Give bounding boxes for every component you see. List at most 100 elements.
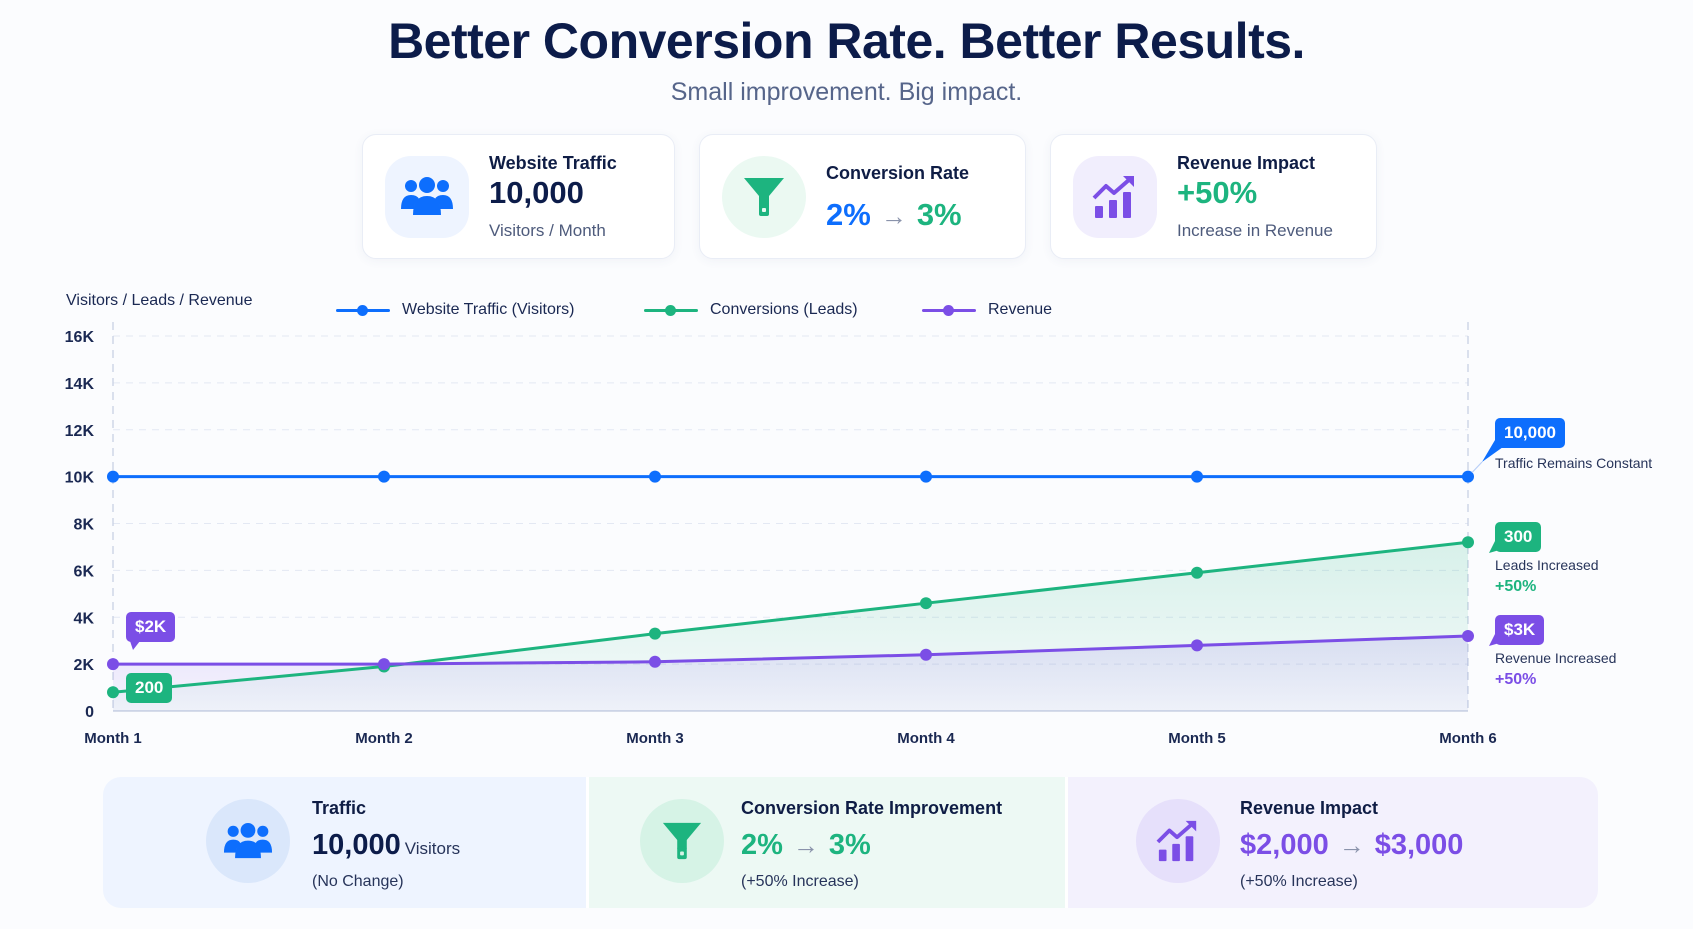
annotation-end-revenue-pct: +50%	[1495, 671, 1537, 688]
funnel-icon	[662, 822, 702, 860]
annotation-leader-traffic	[1471, 461, 1483, 474]
line-chart: 0 2K 4K 6K 8K 10K 12K 14K 16K Month 1 Month 2 Month…	[65, 322, 1503, 747]
data-point-traffic	[649, 470, 661, 483]
kpi-card-conversion-rate: Conversion Rate 2% → 3%	[699, 134, 1026, 259]
summary-divider	[1065, 777, 1068, 908]
legend-line-marker-icon	[922, 303, 976, 317]
growth-chart-icon	[1092, 176, 1134, 218]
legend-item-traffic[interactable]: Website Traffic (Visitors)	[336, 299, 575, 321]
traffic-unit: Visitors	[404, 839, 461, 858]
funnel-icon-box	[722, 156, 806, 238]
kpi-label: Website Traffic	[489, 153, 617, 173]
legend-line-marker-icon	[644, 303, 698, 317]
summary-sub: (No Change)	[312, 873, 404, 890]
y-tick-label: 14K	[65, 376, 95, 393]
summary-sub: (+50% Increase)	[1240, 873, 1358, 890]
series-area-revenue	[113, 636, 1468, 711]
x-tick-label: Month 3	[626, 730, 684, 747]
summary-sub: (+50% Increase)	[741, 873, 859, 890]
data-point-revenue	[107, 658, 119, 671]
annotation-end-revenue: $3K	[1495, 615, 1545, 645]
arrow-right-icon: →	[880, 201, 907, 231]
y-tick-label: 16K	[65, 329, 95, 346]
annotation-end-revenue-text: Revenue Increased	[1495, 650, 1617, 666]
annotation-end-traffic-text: Traffic Remains Constant	[1495, 455, 1653, 471]
summary-label: Conversion Rate Improvement	[741, 798, 1003, 818]
data-point-leads	[1191, 566, 1203, 579]
rate-before: 2%	[741, 829, 783, 861]
summary-value: 10,000 Visitors	[312, 829, 460, 862]
annotation-start-revenue: $2K	[126, 612, 176, 642]
kpi-sub: Visitors / Month	[489, 221, 606, 240]
funnel-icon-circle	[640, 799, 724, 883]
summary-divider	[586, 777, 589, 908]
summary-value: $2,000 → $3,000	[1240, 829, 1463, 862]
users-icon-circle	[206, 799, 290, 883]
summary-traffic: Traffic 10,000 Visitors (No Change)	[103, 777, 586, 908]
rate-after: 3%	[916, 197, 962, 232]
kpi-label: Revenue Impact	[1177, 153, 1316, 173]
data-point-revenue	[920, 648, 932, 661]
data-point-revenue	[1462, 630, 1474, 642]
legend-item-leads[interactable]: Conversions (Leads)	[644, 299, 858, 321]
page-title: Better Conversion Rate. Better Results.	[388, 13, 1305, 69]
growth-chart-icon-box	[1073, 156, 1157, 238]
revenue-before: $2,000	[1240, 829, 1329, 861]
kpi-sub: Increase in Revenue	[1177, 221, 1333, 240]
y-tick-label: 12K	[65, 423, 95, 440]
kpi-label: Conversion Rate	[826, 163, 970, 183]
kpi-value: 10,000	[489, 175, 584, 210]
legend-label: Revenue	[988, 301, 1053, 318]
page-subtitle: Small improvement. Big impact.	[670, 78, 1023, 106]
legend-label: Website Traffic (Visitors)	[402, 301, 575, 318]
summary-strip: Traffic 10,000 Visitors (No Change) Conve…	[103, 777, 1598, 908]
summary-revenue: Revenue Impact $2,000 → $3,000 (+50% Incre…	[1068, 777, 1598, 908]
y-tick-label: 4K	[74, 610, 95, 627]
annotation-end-leads-pct: +50%	[1495, 578, 1537, 595]
arrow-right-icon: →	[792, 830, 819, 860]
kpi-value: +50%	[1177, 175, 1258, 210]
x-tick-label: Month 1	[84, 730, 142, 747]
growth-chart-icon-circle	[1136, 799, 1220, 883]
annotation-end-leads: 300	[1495, 522, 1542, 552]
arrow-right-icon: →	[1338, 830, 1365, 860]
kpi-card-website-traffic: Website Traffic 10,000 Visitors / Month	[362, 134, 675, 259]
traffic-value: 10,000	[312, 829, 401, 861]
annotation-tail-start-revenue	[130, 641, 140, 650]
funnel-icon	[744, 178, 784, 216]
x-tick-label: Month 5	[1168, 730, 1226, 747]
annotation-end-traffic: 10,000	[1495, 418, 1565, 448]
y-tick-label: 10K	[65, 470, 95, 487]
data-point-traffic	[920, 470, 932, 483]
data-point-revenue	[378, 658, 390, 671]
data-point-leads	[1462, 536, 1474, 549]
summary-value: 2% → 3%	[741, 829, 871, 862]
users-icon	[401, 177, 453, 215]
revenue-after: $3,000	[1374, 829, 1464, 861]
x-tick-label: Month 4	[897, 730, 955, 747]
y-tick-label: 0	[85, 704, 94, 721]
legend-line-marker-icon	[336, 303, 390, 317]
x-tick-label: Month 2	[355, 730, 413, 747]
kpi-card-revenue-impact: Revenue Impact +50% Increase in Revenue	[1050, 134, 1377, 259]
users-icon-box	[385, 156, 469, 238]
summary-conversion: Conversion Rate Improvement 2% → 3% (+50% …	[589, 777, 1065, 908]
y-tick-label: 8K	[74, 517, 95, 534]
series-line-revenue	[113, 634, 1469, 666]
kpi-value-rates: 2% → 3%	[826, 197, 962, 233]
data-point-leads	[107, 686, 119, 699]
summary-label: Revenue Impact	[1240, 798, 1379, 818]
data-point-revenue	[1191, 639, 1203, 652]
data-point-traffic	[1191, 470, 1203, 483]
y-axis-title: Visitors / Leads / Revenue	[66, 292, 253, 309]
annotation-end-leads-text: Leads Increased	[1495, 557, 1599, 573]
data-point-revenue	[649, 655, 661, 668]
data-point-traffic	[378, 470, 390, 483]
rate-after: 3%	[828, 829, 871, 861]
y-tick-label: 6K	[74, 563, 95, 580]
legend-label: Conversions (Leads)	[710, 301, 858, 318]
legend-item-revenue[interactable]: Revenue	[922, 299, 1052, 321]
rate-before: 2%	[826, 197, 871, 232]
summary-label: Traffic	[312, 798, 367, 818]
data-point-leads	[649, 627, 661, 640]
